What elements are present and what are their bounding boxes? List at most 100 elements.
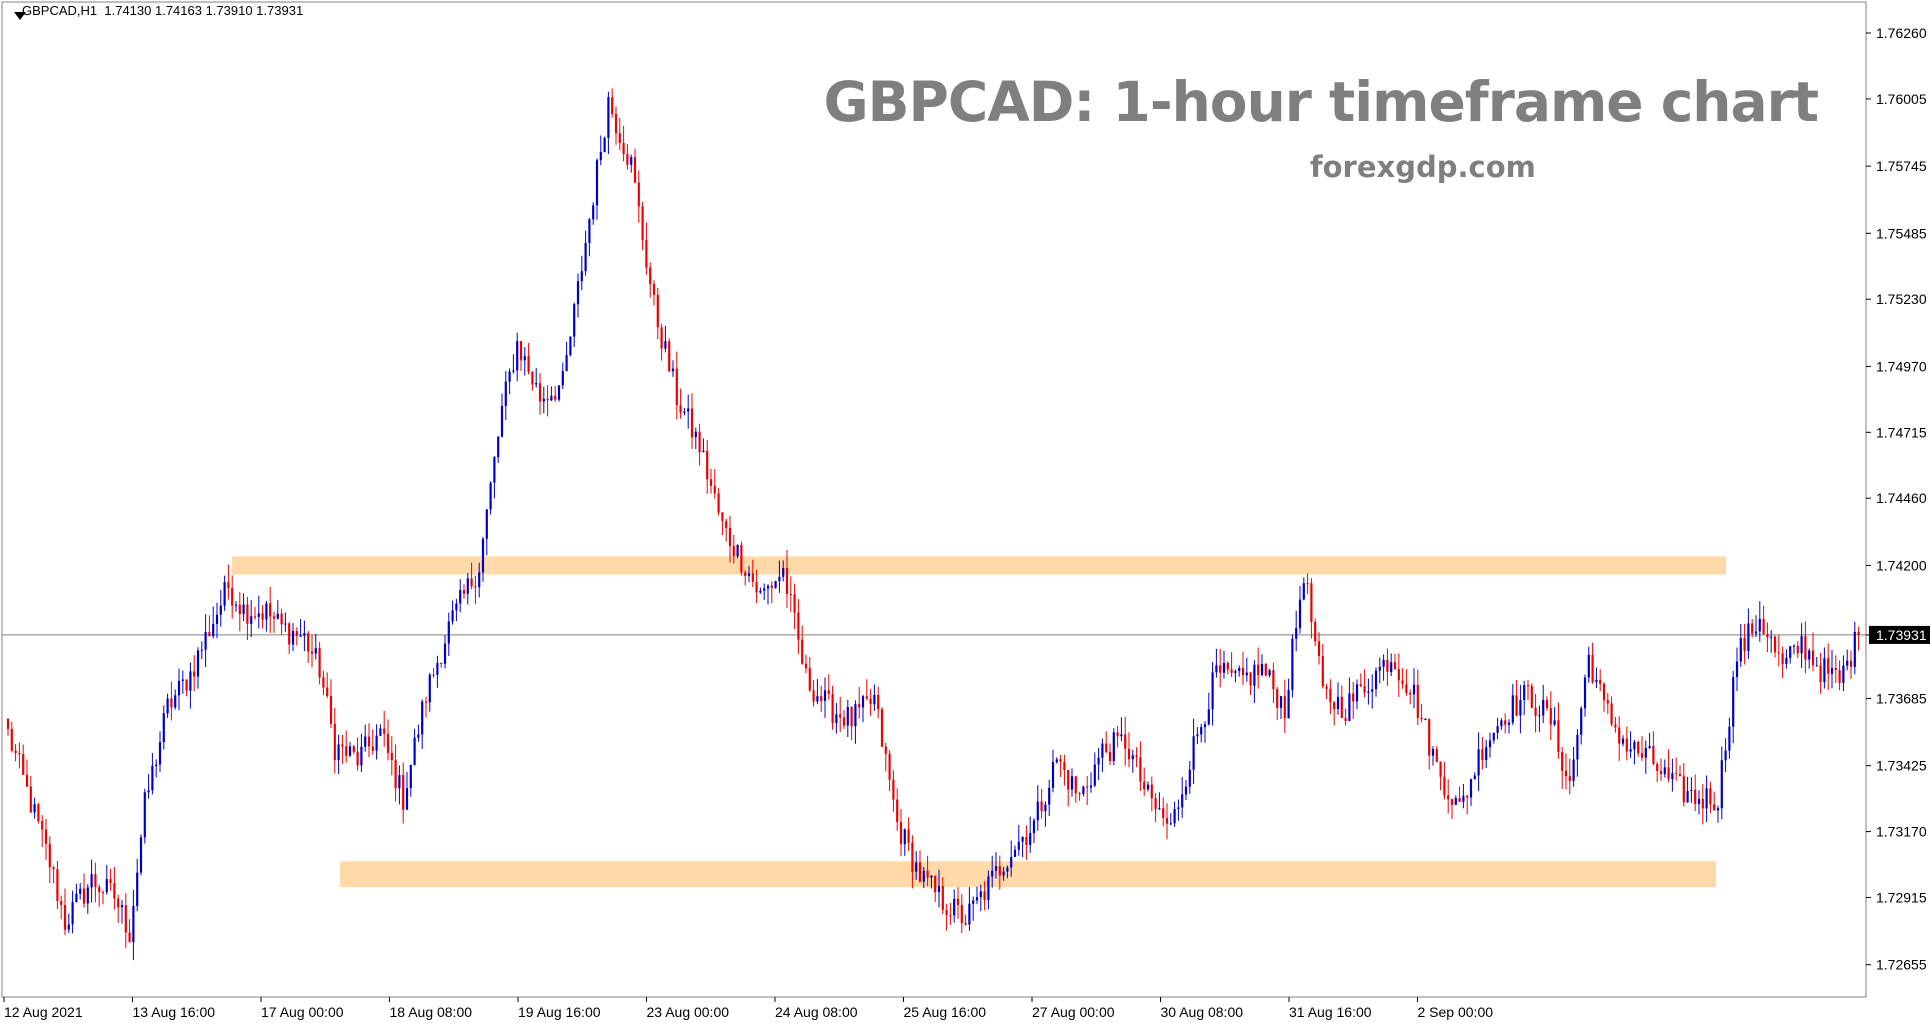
candle-body <box>1264 664 1267 676</box>
candle-body <box>1378 666 1381 671</box>
candle-body <box>808 668 811 691</box>
y-tick-label: 1.74715 <box>1876 424 1927 440</box>
candle-body <box>196 650 200 677</box>
candle-body <box>1572 759 1575 781</box>
candle-body <box>299 635 302 637</box>
candle-body <box>975 897 979 901</box>
candle-body <box>588 219 591 243</box>
candle-body <box>550 395 553 401</box>
candle-body <box>1496 726 1499 733</box>
candle-body <box>22 754 25 775</box>
candle-body <box>1082 786 1085 795</box>
candle-body <box>101 892 105 894</box>
candle-body <box>1827 658 1830 674</box>
candle-body <box>1846 660 1849 666</box>
candle-body <box>333 723 336 761</box>
candle-body <box>1352 693 1355 702</box>
resistance-zone <box>232 556 1726 575</box>
candle-body <box>63 904 67 930</box>
candle-body <box>1838 670 1841 683</box>
candle-body <box>352 746 355 752</box>
candle-body <box>242 604 245 614</box>
candle-body <box>535 383 538 385</box>
candle-body <box>721 512 724 522</box>
candle-body <box>10 728 13 751</box>
candle-body <box>1663 767 1666 775</box>
candle-body <box>508 371 511 382</box>
candle-body <box>652 284 656 295</box>
candle-body <box>1481 749 1484 761</box>
candle-body <box>14 750 17 753</box>
candle-body <box>1055 759 1058 763</box>
candle-body <box>405 788 409 810</box>
candle-body <box>953 898 956 916</box>
candle-body <box>223 582 226 606</box>
candle-body <box>945 909 948 916</box>
candle-body <box>770 585 773 588</box>
candle-body <box>162 713 165 743</box>
candle-body <box>1504 720 1507 725</box>
candle-body <box>873 694 876 705</box>
candle-body <box>284 623 287 625</box>
candle-body <box>1108 751 1112 762</box>
candle-body <box>1450 799 1454 805</box>
candle-body <box>645 240 648 268</box>
candle-body <box>227 582 230 589</box>
symbol-label: GBPCAD,H1 <box>22 3 98 18</box>
candle-body <box>288 623 291 645</box>
candle-body <box>497 436 500 458</box>
candle-body <box>428 674 431 703</box>
candle-body <box>763 588 766 591</box>
candle-body <box>200 649 203 651</box>
candle-body <box>139 837 143 873</box>
candle-body <box>1428 718 1431 756</box>
candle-body <box>1507 722 1511 725</box>
candle-body <box>607 97 610 138</box>
candle-body <box>1678 774 1682 777</box>
candle-body <box>48 843 51 868</box>
y-tick-label: 1.76005 <box>1876 91 1927 107</box>
candle-body <box>1549 708 1552 725</box>
candle-body <box>1633 741 1636 750</box>
candle-body <box>1287 690 1290 719</box>
candle-body <box>793 594 796 613</box>
candle-body <box>181 679 184 681</box>
candle-body <box>390 752 393 761</box>
candle-body <box>1105 743 1108 752</box>
candle-body <box>1629 749 1632 752</box>
candle-body <box>1321 656 1324 687</box>
candle-body <box>835 714 838 724</box>
candle-body <box>402 774 405 810</box>
candle-body <box>1720 760 1723 809</box>
candle-body <box>1789 646 1792 658</box>
candle-body <box>261 613 264 620</box>
candle-body <box>877 694 880 710</box>
candle-body <box>1637 741 1640 754</box>
candle-body <box>1553 720 1556 725</box>
candle-body <box>1374 670 1378 690</box>
candle-body <box>861 696 865 708</box>
candle-body <box>1618 727 1621 744</box>
candle-body <box>193 671 196 677</box>
candle-body <box>1272 670 1275 690</box>
candle-body <box>1306 583 1309 585</box>
candle-body <box>1188 769 1191 787</box>
header-dropdown-icon[interactable] <box>14 12 26 20</box>
candle-body <box>1127 748 1131 760</box>
candle-body <box>432 674 435 676</box>
candle-body <box>215 614 219 624</box>
candle-body <box>614 114 618 134</box>
candle-body <box>1203 724 1207 728</box>
candle-body <box>177 680 181 696</box>
candle-body <box>1131 755 1134 760</box>
candle-body <box>1469 779 1473 798</box>
candle-body <box>706 450 709 480</box>
candle-body <box>1135 755 1138 758</box>
current-price-badge <box>1869 625 1930 644</box>
candle-body <box>1830 668 1834 674</box>
candle-body <box>253 616 257 618</box>
candle-body <box>417 734 420 738</box>
candle-body <box>1568 776 1571 781</box>
candle-body <box>827 690 830 695</box>
